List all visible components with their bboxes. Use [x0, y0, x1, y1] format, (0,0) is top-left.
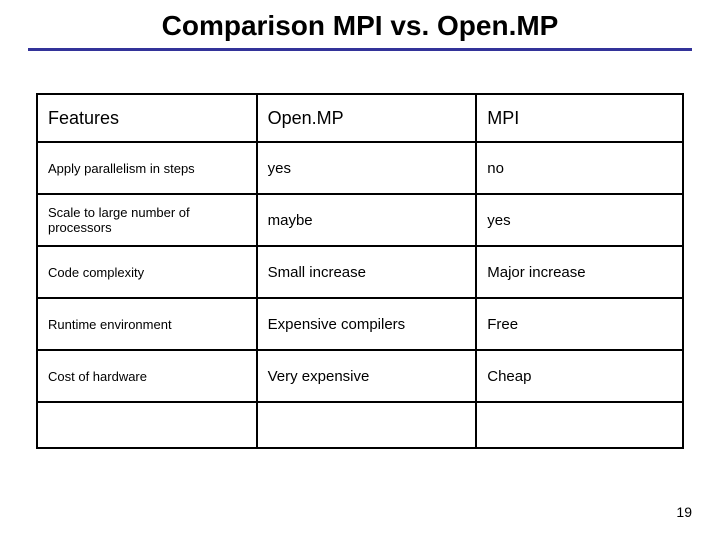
page-number: 19 — [676, 504, 692, 520]
empty-cell — [476, 402, 683, 448]
table-row: Cost of hardware Very expensive Cheap — [37, 350, 683, 402]
feature-cell: Apply parallelism in steps — [37, 142, 257, 194]
feature-cell: Cost of hardware — [37, 350, 257, 402]
openmp-cell: Expensive compilers — [257, 298, 477, 350]
table-header-openmp: Open.MP — [257, 94, 477, 142]
openmp-cell: yes — [257, 142, 477, 194]
table-header-mpi: MPI — [476, 94, 683, 142]
mpi-cell: no — [476, 142, 683, 194]
table-empty-row — [37, 402, 683, 448]
comparison-table-wrap: Features Open.MP MPI Apply parallelism i… — [0, 51, 720, 449]
feature-cell: Scale to large number of processors — [37, 194, 257, 246]
table-header-features: Features — [37, 94, 257, 142]
page-title: Comparison MPI vs. Open.MP — [0, 0, 720, 48]
table-row: Code complexity Small increase Major inc… — [37, 246, 683, 298]
mpi-cell: Cheap — [476, 350, 683, 402]
comparison-table: Features Open.MP MPI Apply parallelism i… — [36, 93, 684, 449]
empty-cell — [37, 402, 257, 448]
slide: Comparison MPI vs. Open.MP Features Open… — [0, 0, 720, 540]
table-row: Scale to large number of processors mayb… — [37, 194, 683, 246]
mpi-cell: Free — [476, 298, 683, 350]
empty-cell — [257, 402, 477, 448]
table-row: Apply parallelism in steps yes no — [37, 142, 683, 194]
table-row: Runtime environment Expensive compilers … — [37, 298, 683, 350]
mpi-cell: yes — [476, 194, 683, 246]
openmp-cell: Very expensive — [257, 350, 477, 402]
feature-cell: Runtime environment — [37, 298, 257, 350]
feature-cell: Code complexity — [37, 246, 257, 298]
mpi-cell: Major increase — [476, 246, 683, 298]
openmp-cell: Small increase — [257, 246, 477, 298]
openmp-cell: maybe — [257, 194, 477, 246]
table-header-row: Features Open.MP MPI — [37, 94, 683, 142]
